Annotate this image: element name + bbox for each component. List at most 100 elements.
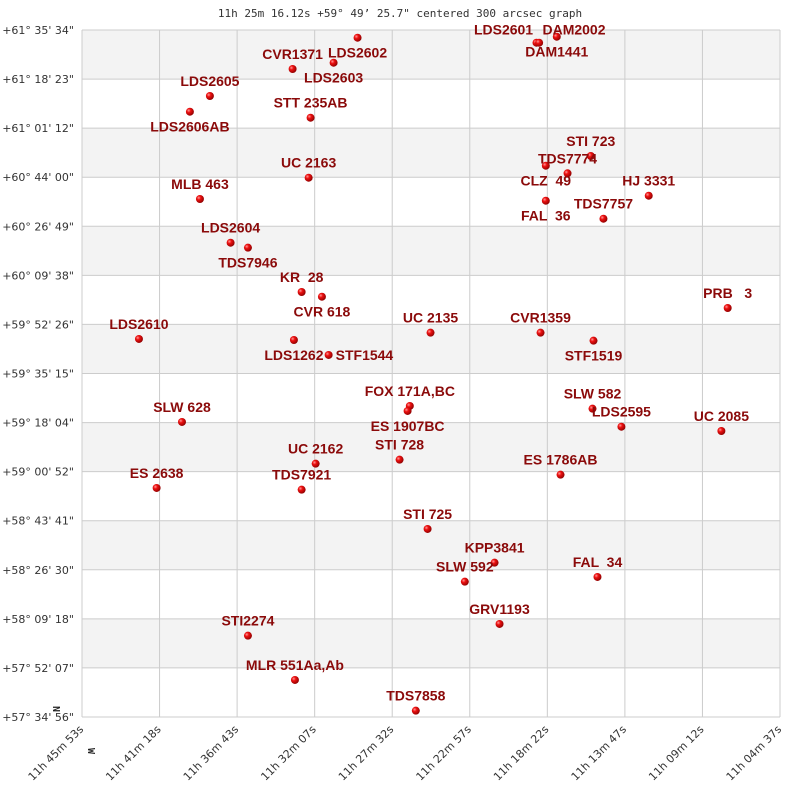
star-point: MLB 463 xyxy=(171,176,229,203)
star-marker xyxy=(556,470,565,479)
star-point: KR 28 xyxy=(280,269,324,296)
grid-band xyxy=(82,373,780,423)
star-marker xyxy=(644,191,653,200)
star-marker xyxy=(289,335,298,344)
x-tick-label: 11h 13m 47s xyxy=(569,723,630,784)
y-tick-label: +59° 52' 26" xyxy=(2,318,74,331)
star-marker xyxy=(460,577,469,586)
grid-band xyxy=(82,471,780,521)
grid-band xyxy=(82,79,780,129)
star-marker xyxy=(317,292,326,301)
star-marker xyxy=(552,32,561,41)
star-marker xyxy=(185,107,194,116)
x-tick-label: 11h 04m 37s xyxy=(724,723,785,784)
star-point: CVR 618 xyxy=(294,292,351,320)
star-label: LDS2603 xyxy=(304,70,363,86)
star-label: TDS7858 xyxy=(386,688,445,704)
star-point: UC 2085 xyxy=(694,408,749,435)
star-point: LDS2606AB xyxy=(150,107,230,135)
star-marker xyxy=(717,426,726,435)
y-tick-label: +59° 18' 04" xyxy=(2,417,74,430)
star-point: MLR 551Aa,Ab xyxy=(246,657,344,684)
star-point: LDS2602 xyxy=(328,33,387,61)
star-marker xyxy=(304,173,313,182)
star-label: PRB 3 xyxy=(703,285,752,301)
star-marker xyxy=(423,524,432,533)
star-label: CVR1371 xyxy=(262,46,323,62)
x-tick-label: 11h 18m 22s xyxy=(491,723,552,784)
x-tick-label: 11h 32m 07s xyxy=(258,723,319,784)
star-marker xyxy=(243,631,252,640)
star-point: HJ 3331 xyxy=(622,173,675,200)
star-label: KPP3841 xyxy=(465,540,525,556)
y-axis-ticks: +61° 35' 34" +61° 18' 23" +61° 01' 12" +60°… xyxy=(2,24,74,724)
star-label: UC 2085 xyxy=(694,408,749,424)
star-point: DAM1441 xyxy=(525,32,589,60)
star-marker xyxy=(723,303,732,312)
star-label: LDS2606AB xyxy=(150,119,229,135)
star-point: CVR1371 xyxy=(262,46,323,74)
star-point: LDS2604 xyxy=(201,220,260,247)
star-point: UC 2135 xyxy=(403,310,458,337)
star-point: TDS7757 xyxy=(574,196,633,223)
star-point: FAL 34 xyxy=(573,554,622,581)
star-marker xyxy=(353,33,362,42)
y-tick-label: +60° 44' 00" xyxy=(2,171,74,184)
star-point: SLW 582 xyxy=(564,386,621,413)
star-label: GRV1193 xyxy=(469,601,530,617)
star-marker xyxy=(536,328,545,337)
grid-band xyxy=(82,226,780,276)
star-label: UC 2162 xyxy=(288,441,343,457)
star-point: TDS7858 xyxy=(386,688,446,715)
star-marker xyxy=(324,350,333,359)
star-marker xyxy=(541,161,550,170)
star-point: SLW 628 xyxy=(153,399,211,426)
x-tick-label: 11h 22m 57s xyxy=(414,723,475,784)
star-label: CVR1359 xyxy=(510,310,571,326)
x-tick-label: 11h 36m 43s xyxy=(181,723,242,784)
star-point: LDS2603 xyxy=(304,58,363,86)
star-marker xyxy=(290,675,299,684)
x-axis-ticks: 11h 45m 53s 11h 41m 18s 11h 36m 43s 11h 32m… xyxy=(26,723,785,784)
star-marker xyxy=(395,455,404,464)
star-point: STI 723 xyxy=(566,133,615,161)
star-point: CVR1359 xyxy=(510,310,571,337)
star-marker xyxy=(226,238,235,247)
grid-band xyxy=(82,618,780,668)
star-point: GRV1193 xyxy=(469,601,530,628)
star-point: STI2274 xyxy=(221,613,275,640)
star-label: STI 725 xyxy=(403,506,452,522)
star-point: LDS2610 xyxy=(109,316,169,343)
star-label: TDS7774 xyxy=(538,150,597,166)
star-label: UC 2163 xyxy=(281,155,336,171)
star-label: CVR 618 xyxy=(294,304,351,320)
star-point: CLZ 49 xyxy=(521,161,571,189)
star-marker xyxy=(205,91,214,100)
star-point: ES 1907BC xyxy=(371,406,445,434)
star-label: HJ 3331 xyxy=(622,173,675,189)
star-label: ES 2638 xyxy=(130,465,184,481)
star-label: STF1544 xyxy=(336,347,394,363)
star-point: ES 2638 xyxy=(130,465,184,492)
star-point: UC 2163 xyxy=(281,155,336,182)
grid-band xyxy=(82,275,780,325)
star-marker xyxy=(490,558,499,567)
star-marker xyxy=(588,404,597,413)
star-marker xyxy=(306,113,315,122)
star-point: TDS7946 xyxy=(218,243,278,271)
star-label: STT 235AB xyxy=(274,95,348,111)
chart-title: 11h 25m 16.12s +59° 49’ 25.7" centered 3… xyxy=(218,7,582,20)
star-label: LDS2605 xyxy=(180,73,239,89)
star-points: LDS2602 LDS2603 CVR1371 LDS2605 LDS2606AB STT… xyxy=(109,22,752,715)
star-marker xyxy=(541,196,550,205)
star-marker xyxy=(403,406,412,415)
star-point: LDS2601 xyxy=(474,22,544,47)
grid-band xyxy=(82,667,780,717)
star-label: STF1519 xyxy=(565,348,623,364)
west-marker: W xyxy=(85,748,96,755)
x-tick-label: 11h 41m 18s xyxy=(103,723,164,784)
grid-band xyxy=(82,128,780,178)
star-point: LDS2605 xyxy=(180,73,240,100)
star-marker xyxy=(593,572,602,581)
star-label: LDS2602 xyxy=(328,45,387,61)
